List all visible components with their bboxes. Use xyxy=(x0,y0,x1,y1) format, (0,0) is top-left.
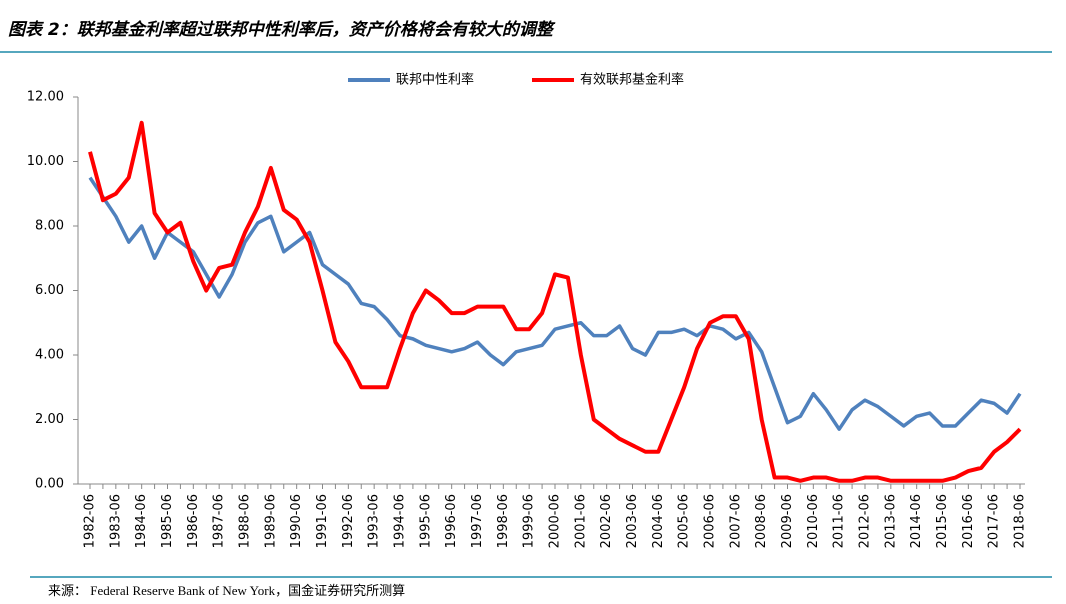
x-tick-label: 1991-06 xyxy=(315,494,330,548)
y-tick-label: 12.00 xyxy=(27,90,64,105)
x-tick-label: 2004-06 xyxy=(651,494,666,548)
x-tick-label: 1983-06 xyxy=(108,494,123,548)
x-tick-label: 1993-06 xyxy=(367,494,382,548)
x-tick-label: 1992-06 xyxy=(341,494,356,548)
x-tick-label: 1990-06 xyxy=(289,494,304,548)
x-tick-label: 2017-06 xyxy=(987,494,1002,548)
x-tick-label: 1986-06 xyxy=(186,494,201,548)
x-tick-label: 2010-06 xyxy=(806,494,821,548)
series-line xyxy=(88,120,1022,483)
x-tick-label: 2002-06 xyxy=(599,494,614,548)
y-tick-label: 8.00 xyxy=(35,219,64,234)
x-tick-label: 2018-06 xyxy=(1013,494,1028,548)
x-tick-label: 2003-06 xyxy=(625,494,640,548)
y-tick-label: 4.00 xyxy=(35,348,64,363)
x-tick-label: 2007-06 xyxy=(728,494,743,548)
chart-title: 图表 2：联邦基金利率超过联邦中性利率后，资产价格将会有较大的调整 xyxy=(8,20,556,40)
x-tick-label: 1988-06 xyxy=(238,494,253,548)
x-tick-label: 2014-06 xyxy=(909,494,924,548)
series-line xyxy=(88,176,1022,431)
x-tick-label: 1985-06 xyxy=(160,494,175,548)
x-tick-label: 2012-06 xyxy=(858,494,873,548)
x-tick-label: 1995-06 xyxy=(418,494,433,548)
x-tick-label: 1997-06 xyxy=(470,494,485,548)
x-tick-label: 2016-06 xyxy=(961,494,976,548)
x-tick-label: 2005-06 xyxy=(677,494,692,548)
x-tick-label: 1982-06 xyxy=(83,494,98,548)
x-tick-label: 2001-06 xyxy=(573,494,588,548)
x-tick-label: 2011-06 xyxy=(832,494,847,548)
x-tick-label: 2009-06 xyxy=(780,494,795,548)
y-tick-label: 6.00 xyxy=(35,283,64,298)
y-tick-label: 2.00 xyxy=(35,412,64,427)
legend-label: 有效联邦基金利率 xyxy=(580,72,684,88)
x-tick-label: 2000-06 xyxy=(548,494,563,548)
x-tick-label: 1994-06 xyxy=(393,494,408,548)
y-tick-label: 0.00 xyxy=(35,477,64,492)
y-tick-label: 10.00 xyxy=(27,154,64,169)
source: 来源： Federal Reserve Bank of New York，国金证… xyxy=(48,583,405,598)
x-tick-label: 1999-06 xyxy=(522,494,537,548)
x-tick-label: 1984-06 xyxy=(134,494,149,548)
legend-label: 联邦中性利率 xyxy=(396,72,474,88)
x-tick-label: 2006-06 xyxy=(703,494,718,548)
x-tick-label: 2015-06 xyxy=(935,494,950,548)
x-tick-label: 1989-06 xyxy=(263,494,278,548)
x-tick-label: 2008-06 xyxy=(754,494,769,548)
x-tick-label: 2013-06 xyxy=(883,494,898,548)
x-tick-label: 1987-06 xyxy=(212,494,227,548)
x-tick-label: 1996-06 xyxy=(444,494,459,548)
x-tick-label: 1998-06 xyxy=(496,494,511,548)
